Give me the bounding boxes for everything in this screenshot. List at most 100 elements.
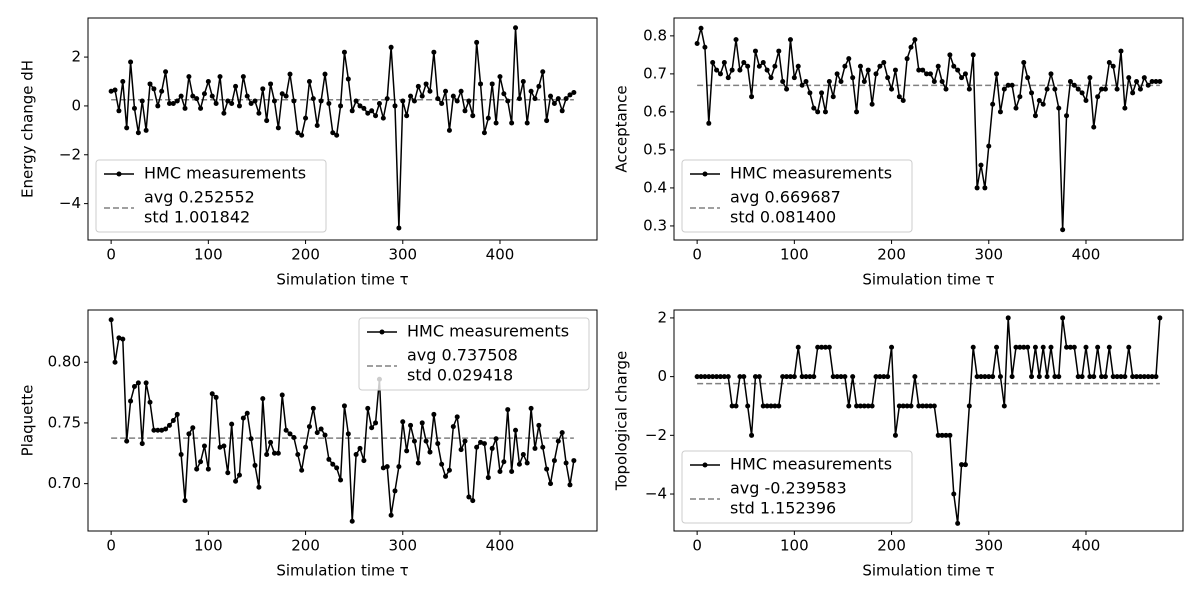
data-point: [861, 403, 867, 409]
data-point: [489, 445, 495, 451]
data-point: [275, 450, 281, 456]
data-point: [474, 444, 480, 450]
data-point: [357, 445, 363, 451]
data-point: [694, 40, 700, 46]
legend-box: [681, 450, 913, 524]
data-point: [1005, 82, 1011, 88]
data-point: [842, 63, 848, 69]
data-point: [1102, 374, 1108, 380]
data-point: [341, 403, 347, 409]
data-point: [994, 71, 1000, 77]
y-axis-label: Topological charge: [613, 351, 631, 492]
data-point: [170, 418, 176, 423]
data-point: [974, 185, 980, 191]
data-point: [283, 427, 289, 433]
data-point: [924, 71, 930, 77]
data-point: [924, 403, 930, 409]
data-point: [443, 88, 449, 94]
legend-box: [95, 159, 327, 233]
data-point: [497, 469, 503, 474]
data-point: [1048, 344, 1054, 350]
data-point: [892, 432, 898, 438]
data-point: [124, 438, 130, 444]
data-point: [714, 67, 720, 73]
data-point: [838, 78, 844, 84]
data-line: [110, 319, 575, 522]
data-point: [485, 115, 491, 121]
data-point: [986, 374, 992, 380]
data-point: [1009, 374, 1015, 380]
y-tick-label: −4: [645, 485, 667, 503]
data-point: [423, 81, 429, 87]
data-point: [698, 25, 704, 31]
data-point: [698, 374, 704, 380]
data-point: [450, 424, 456, 430]
data-point: [737, 67, 743, 73]
y-tick-label: 0.80: [48, 353, 81, 371]
data-point: [702, 44, 708, 50]
data-point: [408, 422, 414, 428]
data-point: [112, 87, 118, 93]
data-point: [1056, 374, 1062, 380]
data-point: [439, 461, 445, 467]
data-point: [353, 98, 359, 104]
data-point: [1110, 63, 1116, 69]
data-point: [252, 98, 258, 104]
data-point: [513, 427, 519, 433]
data-point: [322, 71, 328, 77]
data-point: [725, 75, 731, 81]
data-point: [1071, 82, 1077, 88]
data-point: [501, 91, 507, 97]
data-point: [869, 403, 875, 409]
data-point: [190, 425, 196, 431]
data-point: [419, 93, 425, 99]
data-point: [369, 425, 375, 431]
data-point: [310, 96, 316, 102]
data-point: [1001, 403, 1007, 409]
data-point: [229, 421, 235, 427]
data-point: [745, 63, 751, 69]
data-point: [1141, 75, 1147, 81]
data-point: [388, 44, 394, 50]
data-point: [466, 494, 472, 500]
data-point: [1005, 315, 1011, 321]
y-tick-label: 0.6: [643, 102, 667, 120]
data-point: [151, 427, 157, 433]
data-point: [935, 432, 941, 438]
data-point: [369, 108, 375, 114]
legend-swatch-marker: [116, 171, 122, 177]
data-point: [1017, 94, 1023, 100]
data-point: [725, 374, 731, 380]
data-point: [415, 460, 421, 466]
data-point: [935, 63, 941, 69]
data-point: [209, 93, 215, 99]
data-point: [1137, 86, 1143, 92]
legend-label: avg -0.239583: [730, 479, 847, 498]
legend-label: avg 0.737508: [407, 346, 518, 365]
data-point: [811, 105, 817, 111]
data-point: [819, 344, 825, 350]
data-point: [912, 37, 918, 43]
data-point: [756, 63, 762, 69]
legend-label: HMC measurements: [730, 455, 892, 474]
legend-label: HMC measurements: [407, 322, 569, 341]
data-point: [1013, 344, 1019, 350]
data-point: [927, 403, 933, 409]
y-axis-label: Plaquette: [19, 385, 37, 457]
subplot: 0 100 200 300 400 −4 −2 0 2 Simulation time τ Ener…: [19, 17, 598, 289]
data-point: [439, 100, 445, 106]
data-point: [1013, 105, 1019, 111]
data-point: [198, 459, 204, 465]
data-point: [1106, 59, 1112, 65]
y-tick-label: 0.3: [643, 216, 667, 234]
data-point: [982, 185, 988, 191]
data-point: [345, 431, 351, 437]
data-point: [408, 93, 414, 99]
data-point: [741, 59, 747, 65]
data-point: [943, 86, 949, 92]
data-point: [869, 101, 875, 107]
data-point: [330, 130, 336, 136]
data-point: [458, 88, 464, 94]
